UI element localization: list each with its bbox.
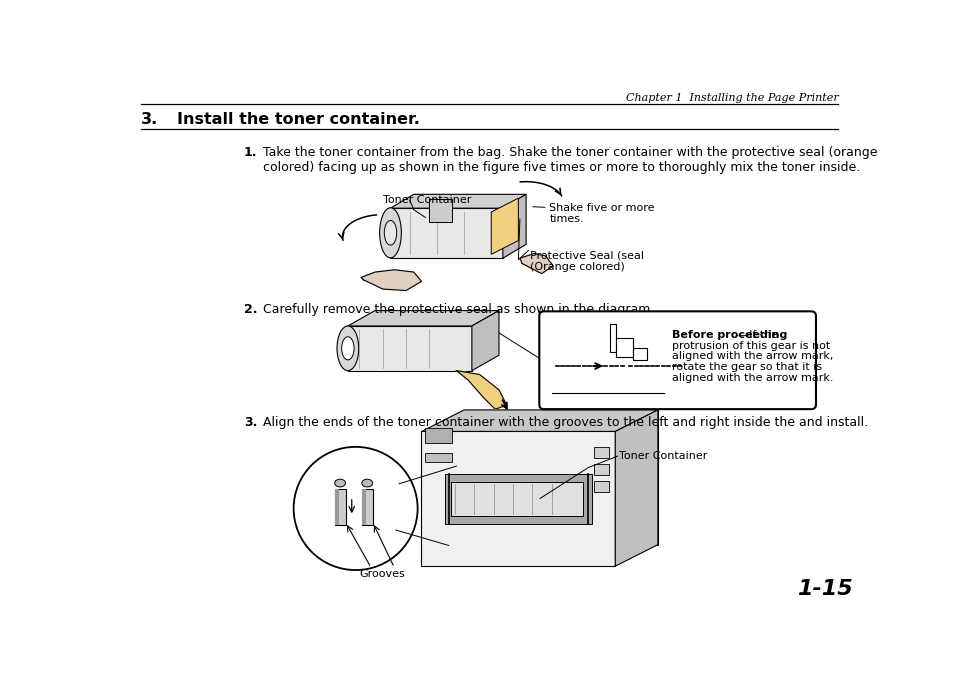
Text: 3.: 3. <box>141 112 158 127</box>
Circle shape <box>294 447 417 570</box>
Polygon shape <box>348 310 498 326</box>
Text: aligned with the arrow mark.: aligned with the arrow mark. <box>671 373 833 383</box>
Bar <box>425 453 452 462</box>
Polygon shape <box>615 410 658 566</box>
Bar <box>444 474 592 524</box>
Polygon shape <box>472 310 498 370</box>
Text: Take the toner container from the bag. Shake the toner container with the protec: Take the toner container from the bag. S… <box>262 146 876 174</box>
Text: 1-15: 1-15 <box>796 579 851 600</box>
Polygon shape <box>502 194 525 258</box>
Polygon shape <box>456 370 506 409</box>
Bar <box>335 489 338 525</box>
Bar <box>451 481 582 516</box>
Text: Grooves: Grooves <box>359 569 405 579</box>
Text: protrusion of this gear is not: protrusion of this gear is not <box>671 341 829 351</box>
Bar <box>593 447 608 458</box>
Bar <box>335 489 345 525</box>
Bar <box>633 347 646 360</box>
Bar <box>429 199 452 222</box>
Text: Align the ends of the toner container with the grooves to the left and right ins: Align the ends of the toner container wi… <box>262 416 867 429</box>
Polygon shape <box>348 326 472 370</box>
Bar <box>425 428 452 443</box>
Ellipse shape <box>379 208 401 258</box>
Text: Toner Container: Toner Container <box>618 451 707 461</box>
Ellipse shape <box>335 479 345 487</box>
Ellipse shape <box>341 337 354 360</box>
Text: Shake five or more
times.: Shake five or more times. <box>549 203 654 224</box>
Bar <box>593 481 608 492</box>
Text: 3.: 3. <box>244 416 257 429</box>
Polygon shape <box>491 198 517 254</box>
Text: 1.: 1. <box>243 146 257 159</box>
Polygon shape <box>390 208 502 258</box>
Bar <box>616 338 633 357</box>
Polygon shape <box>360 270 421 291</box>
Text: Before proceeding: Before proceeding <box>671 330 786 340</box>
FancyBboxPatch shape <box>538 312 815 409</box>
Text: Install the toner container.: Install the toner container. <box>177 112 420 127</box>
Ellipse shape <box>336 326 358 370</box>
Text: Carefully remove the protective seal as shown in the diagram.: Carefully remove the protective seal as … <box>262 303 654 316</box>
Ellipse shape <box>361 479 373 487</box>
Polygon shape <box>464 410 658 545</box>
Text: Chapter 1  Installing the Page Printer: Chapter 1 Installing the Page Printer <box>625 93 838 103</box>
Text: rotate the gear so that it is: rotate the gear so that it is <box>671 362 821 372</box>
Polygon shape <box>519 254 553 274</box>
Polygon shape <box>390 194 525 208</box>
Text: 2.: 2. <box>243 303 257 316</box>
Bar <box>593 464 608 475</box>
Polygon shape <box>421 431 615 566</box>
Polygon shape <box>421 410 658 431</box>
Text: Protective Seal (seal
(Orange colored): Protective Seal (seal (Orange colored) <box>530 251 643 272</box>
Text: aligned with the arrow mark,: aligned with the arrow mark, <box>671 352 832 362</box>
Bar <box>361 489 365 525</box>
Text: Toner Container: Toner Container <box>382 195 471 206</box>
Text: —If the: —If the <box>738 330 778 340</box>
Bar <box>361 489 373 525</box>
Ellipse shape <box>384 220 396 245</box>
Bar <box>609 324 616 352</box>
